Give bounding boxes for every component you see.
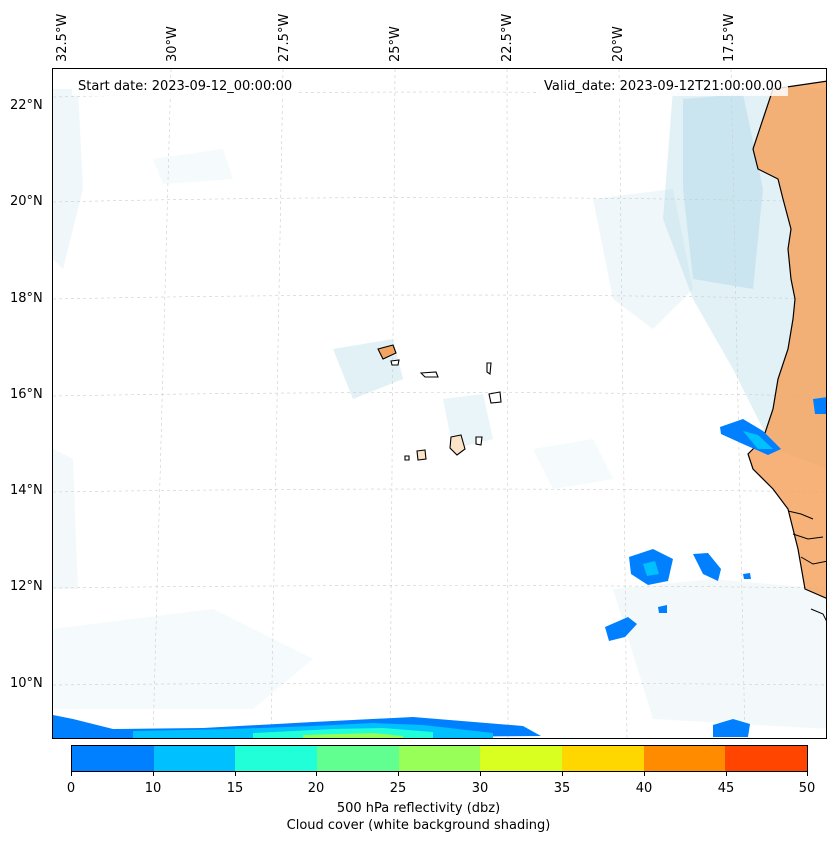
colorbar-segment-8 xyxy=(725,746,808,771)
lat-label-16n: 16°N xyxy=(10,387,43,402)
map-canvas xyxy=(53,69,826,738)
colorbar-tick-label: 25 xyxy=(389,781,407,796)
island-sal xyxy=(486,362,492,375)
lat-label-20n: 20°N xyxy=(10,194,43,209)
colorbar-segment-5 xyxy=(480,746,563,771)
colorbar-tickmark xyxy=(807,772,808,776)
colorbar-sublabel: Cloud cover (white background shading) xyxy=(286,818,551,833)
colorbar-tick-label: 20 xyxy=(307,781,325,796)
colorbar-segment-2 xyxy=(235,746,318,771)
colorbar-segment-7 xyxy=(643,746,726,771)
colorbar-tickmark xyxy=(562,772,563,776)
colorbar-segment-4 xyxy=(398,746,481,771)
island-santo-antao xyxy=(377,344,397,360)
island-sao-vicente xyxy=(390,359,400,366)
colorbar-segment-1 xyxy=(153,746,236,771)
colorbar-tick-label: 45 xyxy=(717,781,735,796)
lon-label-20w: 20°W xyxy=(611,26,626,62)
lat-label-12n: 12°N xyxy=(10,579,43,594)
lon-label-27.5w: 27.5°W xyxy=(277,13,292,62)
colorbar xyxy=(71,745,808,772)
africa-landmass xyxy=(747,80,826,599)
start-date-label: Start date: 2023-09-12_00:00:00 xyxy=(72,78,299,96)
colorbar-tick-label: 50 xyxy=(798,781,816,796)
cape-verde-islands xyxy=(377,344,502,461)
lat-label-22n: 22°N xyxy=(10,98,43,113)
colorbar-tickmark xyxy=(316,772,317,776)
colorbar-segment-3 xyxy=(317,746,399,771)
colorbar-label: 500 hPa reflectivity (dbz) xyxy=(336,801,501,816)
colorbar-tickmark xyxy=(398,772,399,776)
island-fogo xyxy=(416,449,427,461)
lat-label-18n: 18°N xyxy=(10,291,43,306)
lon-label-30w: 30°W xyxy=(165,26,180,62)
island-sao-nicolau xyxy=(419,371,439,378)
colorbar-tickmark xyxy=(644,772,645,776)
colorbar-segment-6 xyxy=(562,746,644,771)
lon-label-22.5w: 22.5°W xyxy=(500,13,515,62)
colorbar-tick-label: 10 xyxy=(144,781,162,796)
colorbar-tickmark xyxy=(726,772,727,776)
colorbar-tickmark xyxy=(235,772,236,776)
lat-label-14n: 14°N xyxy=(10,483,43,498)
colorbar-tickmark xyxy=(480,772,481,776)
island-maio xyxy=(475,436,483,446)
island-boa-vista xyxy=(488,391,502,404)
colorbar-tick-label: 35 xyxy=(553,781,571,796)
cloud-cover-shading xyxy=(53,84,826,729)
colorbar-tick-label: 30 xyxy=(471,781,489,796)
valid-date-label: Valid_date: 2023-09-12T21:00:00.00 xyxy=(538,78,789,96)
colorbar-tickmark xyxy=(153,772,154,776)
colorbar-tick-label: 40 xyxy=(635,781,653,796)
lon-label-17.5w: 17.5°W xyxy=(722,13,737,62)
lon-label-32.5w: 32.5°W xyxy=(55,13,70,62)
island-santiago xyxy=(449,434,466,456)
colorbar-tickmark xyxy=(71,772,72,776)
lat-label-10n: 10°N xyxy=(10,676,43,691)
reflectivity-cells xyxy=(53,419,781,738)
map-panel[interactable] xyxy=(52,68,827,739)
colorbar-segment-0 xyxy=(72,746,154,771)
colorbar-tick-label: 0 xyxy=(66,781,76,796)
colorbar-tick-label: 15 xyxy=(226,781,244,796)
island-brava xyxy=(404,455,410,461)
coastal-rivers xyxy=(787,510,826,622)
lon-label-25w: 25°W xyxy=(388,26,403,62)
